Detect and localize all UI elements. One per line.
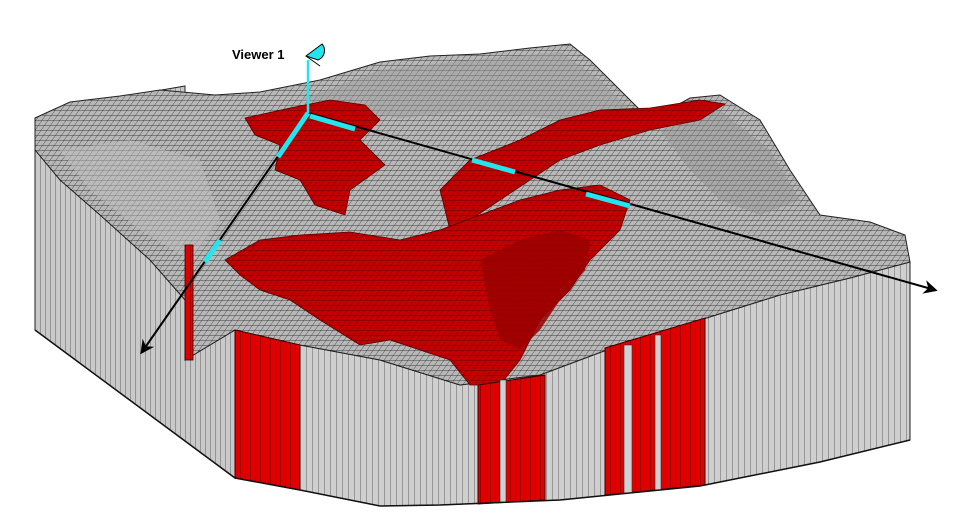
- terrain-valley-west: [60, 140, 220, 260]
- red-stripe-gap-1: [623, 344, 633, 494]
- axis-marker-e-2: [585, 191, 631, 209]
- camera-eye-icon: [304, 43, 326, 67]
- axis-marker-e-1: [471, 157, 516, 175]
- axis-marker-origin-sw: [275, 111, 311, 159]
- red-region-valley: [480, 230, 590, 350]
- red-band-front-center: [477, 374, 546, 505]
- terrain-ridge-north: [300, 52, 630, 120]
- red-stripe-gap-2: [654, 334, 662, 491]
- red-band-front-left: [234, 329, 301, 491]
- red-band-left-wall: [184, 244, 194, 361]
- terrain-ridge-east: [660, 110, 800, 215]
- axis-marker-sw-1: [202, 238, 223, 264]
- axis-marker-origin-e: [309, 113, 356, 132]
- block-base-edge: [34, 329, 911, 507]
- viewer-label: Viewer 1: [232, 47, 285, 62]
- red-stripe-gap-3: [499, 379, 507, 503]
